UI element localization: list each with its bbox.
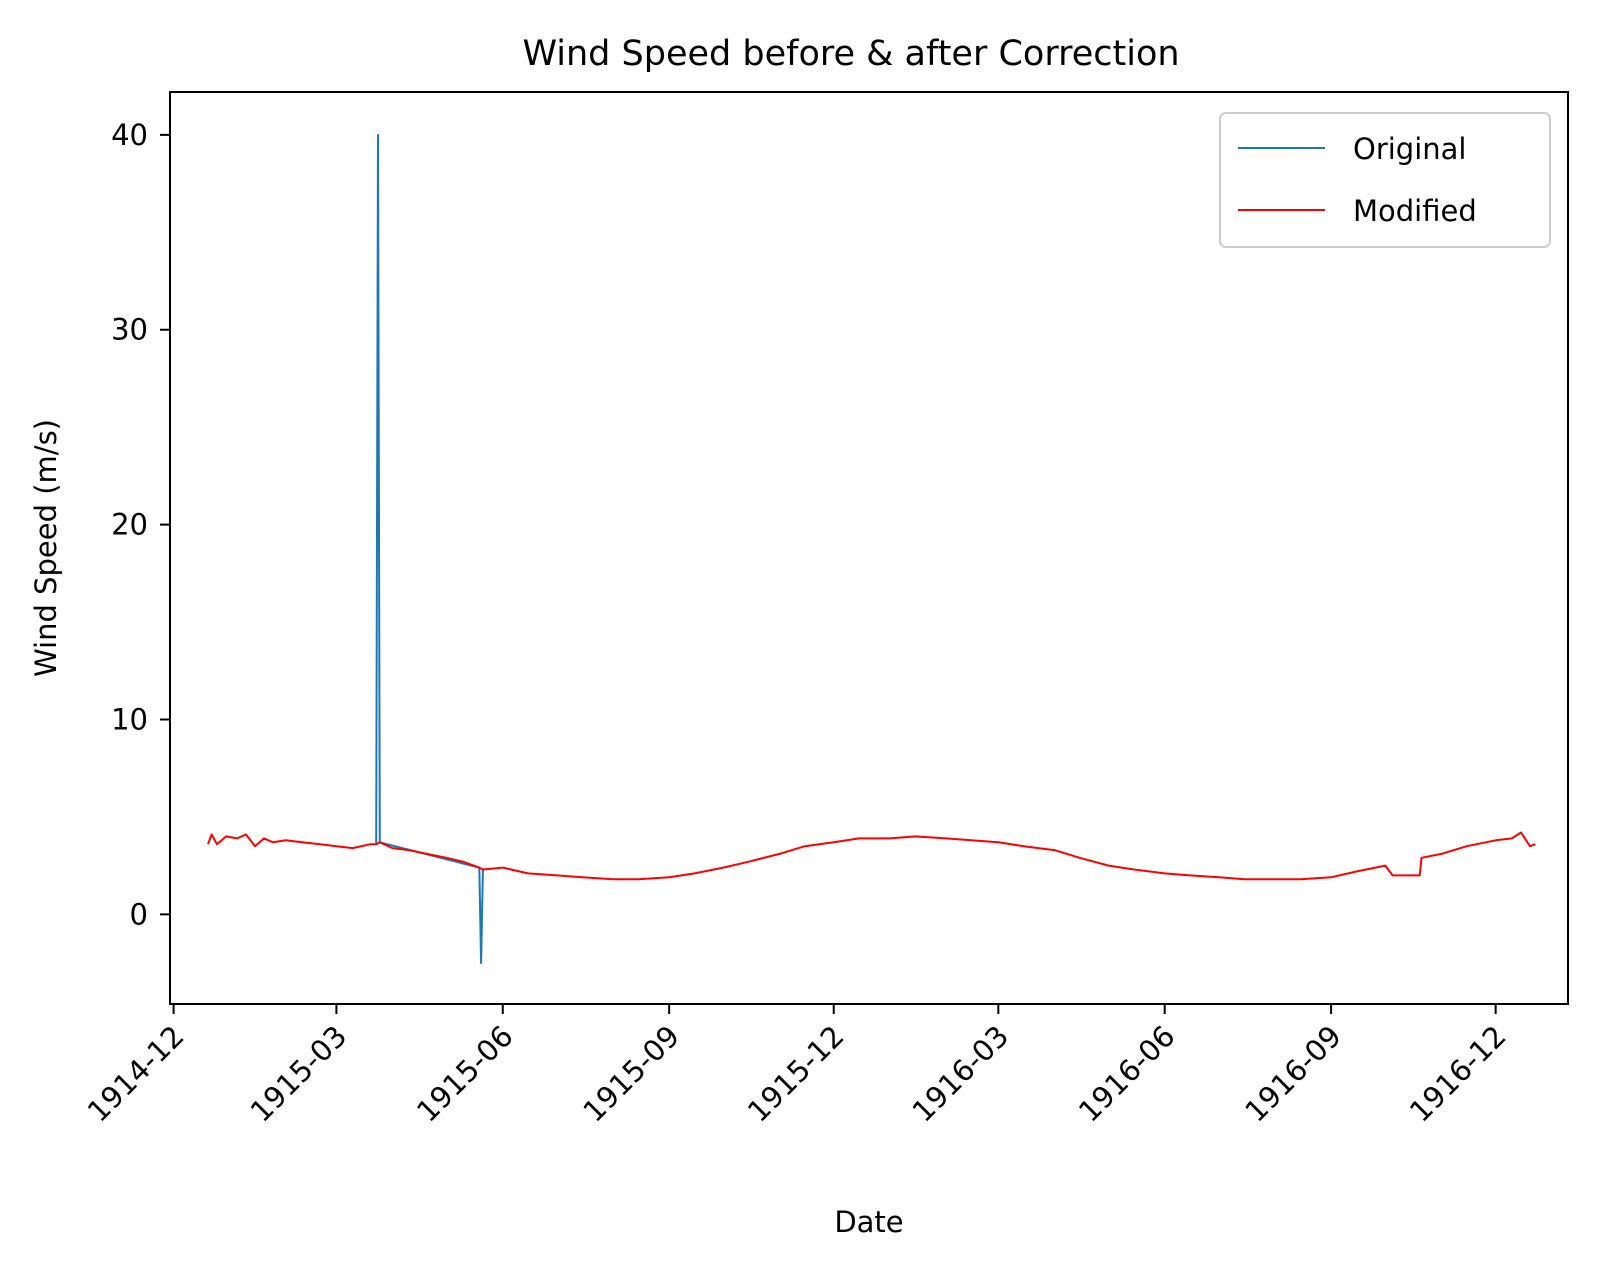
x-axis-label: Date: [834, 1205, 903, 1239]
legend-box: [1219, 112, 1551, 248]
legend: Original Modified: [1219, 112, 1551, 248]
y-tick-label: 10: [111, 702, 148, 736]
y-axis: 0 10 20 30 40: [111, 118, 170, 931]
y-tick-label: 40: [111, 118, 148, 152]
y-tick-label: 30: [111, 313, 148, 347]
plot-frame: [169, 91, 1569, 1005]
chart-title: Wind Speed before & after Correction: [522, 34, 1179, 74]
y-axis-label: Wind Speed (m/s): [29, 419, 63, 677]
legend-label-original: Original: [1353, 132, 1466, 166]
y-tick-label: 0: [130, 897, 148, 931]
y-tick-label: 20: [111, 508, 148, 542]
series-layer: [207, 133, 1536, 965]
series-line-modified: [207, 831, 1536, 881]
legend-label-modified: Modified: [1353, 194, 1477, 228]
